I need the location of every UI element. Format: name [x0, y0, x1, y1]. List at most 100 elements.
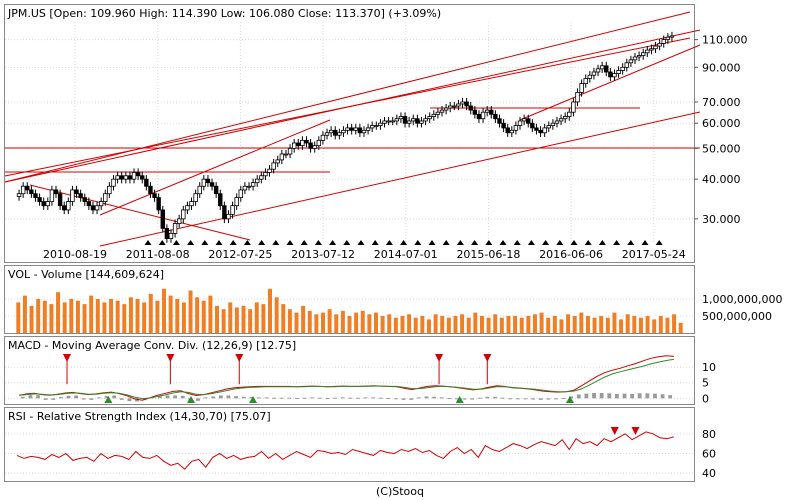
volume-bars — [16, 288, 683, 333]
macd-histogram-bar — [127, 398, 132, 402]
macd-lines — [18, 354, 675, 403]
macd-histogram-bar — [432, 396, 436, 399]
candle-body — [320, 134, 326, 141]
candle-body — [103, 193, 108, 202]
candle-body — [304, 139, 309, 144]
macd-panel-frame — [4, 336, 695, 405]
volume-bar — [268, 288, 273, 333]
candle-body — [608, 71, 613, 78]
volume-bar — [572, 316, 577, 333]
candle-body — [423, 118, 428, 122]
candle-body — [390, 120, 395, 123]
volume-bar — [479, 316, 484, 333]
macd-histogram-bar — [28, 395, 33, 399]
volume-bar — [69, 299, 74, 333]
candle-body — [411, 118, 416, 122]
candle-body — [599, 65, 605, 70]
trend-line — [519, 44, 701, 121]
candle-body — [415, 118, 420, 124]
candle-body — [649, 48, 654, 51]
volume-bar — [234, 307, 239, 333]
volume-bar — [526, 316, 531, 333]
candle-body — [33, 193, 38, 198]
macd-histogram-bar — [622, 393, 627, 399]
candle-body — [123, 175, 129, 180]
rsi-y-tick-label: 80 — [702, 428, 716, 441]
candle-body — [156, 197, 161, 211]
macd-histogram-bar — [378, 397, 383, 399]
candle-body — [140, 175, 145, 180]
candle-body — [562, 116, 568, 120]
price-marker-triangle — [655, 240, 663, 245]
candle-body — [624, 62, 629, 68]
price-marker-triangle — [144, 240, 152, 245]
volume-bar — [42, 300, 47, 333]
candle-body — [16, 193, 22, 197]
candle-body — [628, 59, 634, 64]
volume-bar — [221, 309, 226, 333]
macd-histogram-bar — [119, 398, 124, 400]
candle-body — [439, 109, 445, 113]
volume-bar — [400, 316, 405, 333]
candle-body — [604, 65, 609, 73]
candle-body — [333, 129, 338, 136]
volume-bar — [585, 316, 590, 333]
candle-body — [209, 182, 215, 187]
volume-bar — [672, 314, 677, 333]
macd-histogram-bar — [592, 393, 596, 399]
candle-body — [218, 193, 223, 207]
volume-bar — [29, 305, 34, 333]
macd-histogram-bar — [81, 398, 86, 400]
wave-annotations — [4, 11, 701, 247]
macd-histogram-bar — [302, 397, 307, 399]
volume-bar — [307, 310, 312, 333]
candle-body — [193, 193, 198, 202]
price-y-tick-label: 110.000 — [702, 34, 748, 47]
volume-bar — [678, 322, 683, 333]
candle-body — [255, 178, 260, 184]
candle-body — [296, 142, 301, 147]
macd-histogram-bar — [394, 398, 398, 400]
macd-histogram-bar — [614, 393, 619, 399]
candle-body — [111, 178, 116, 187]
candle-body — [176, 218, 182, 224]
candle-body — [57, 193, 63, 207]
candle-body — [238, 189, 243, 198]
volume-bar — [254, 302, 259, 333]
volume-bar — [420, 316, 425, 333]
candle-body — [275, 159, 280, 164]
candle-body — [365, 127, 371, 131]
volume-bar — [188, 290, 193, 333]
candle-body — [316, 139, 322, 147]
macd-histogram-bar — [660, 394, 665, 399]
macd-histogram-bar — [439, 397, 444, 399]
price-y-tick-label: 30.000 — [702, 213, 741, 226]
volume-bar — [546, 317, 551, 333]
candle-body — [86, 201, 92, 207]
candle-body — [501, 122, 506, 129]
candle-body — [300, 139, 305, 147]
macd-histogram-bar — [157, 396, 162, 399]
candle-body — [353, 127, 358, 131]
volume-bar — [109, 299, 114, 333]
volume-y-tick-label: 500,000,000 — [702, 310, 772, 323]
trend-line — [4, 11, 691, 183]
rsi-panel-frame — [4, 407, 695, 482]
macd-buy-signal-marker — [187, 396, 196, 403]
volume-bar — [513, 316, 518, 333]
price-marker-triangle — [613, 240, 621, 245]
macd-sell-signal-marker — [435, 354, 444, 362]
volume-bar — [135, 299, 140, 333]
candle-body — [271, 162, 276, 170]
candle-body — [226, 213, 231, 220]
candle-body — [250, 182, 256, 187]
trend-line — [4, 37, 691, 177]
macd-histogram-bar — [424, 396, 429, 399]
candle-body — [287, 147, 293, 155]
macd-histogram-bar — [508, 398, 513, 400]
volume-bar — [195, 297, 200, 333]
volume-bar — [89, 295, 94, 333]
macd-sell-signal-marker — [63, 354, 72, 362]
volume-bar — [499, 317, 504, 333]
